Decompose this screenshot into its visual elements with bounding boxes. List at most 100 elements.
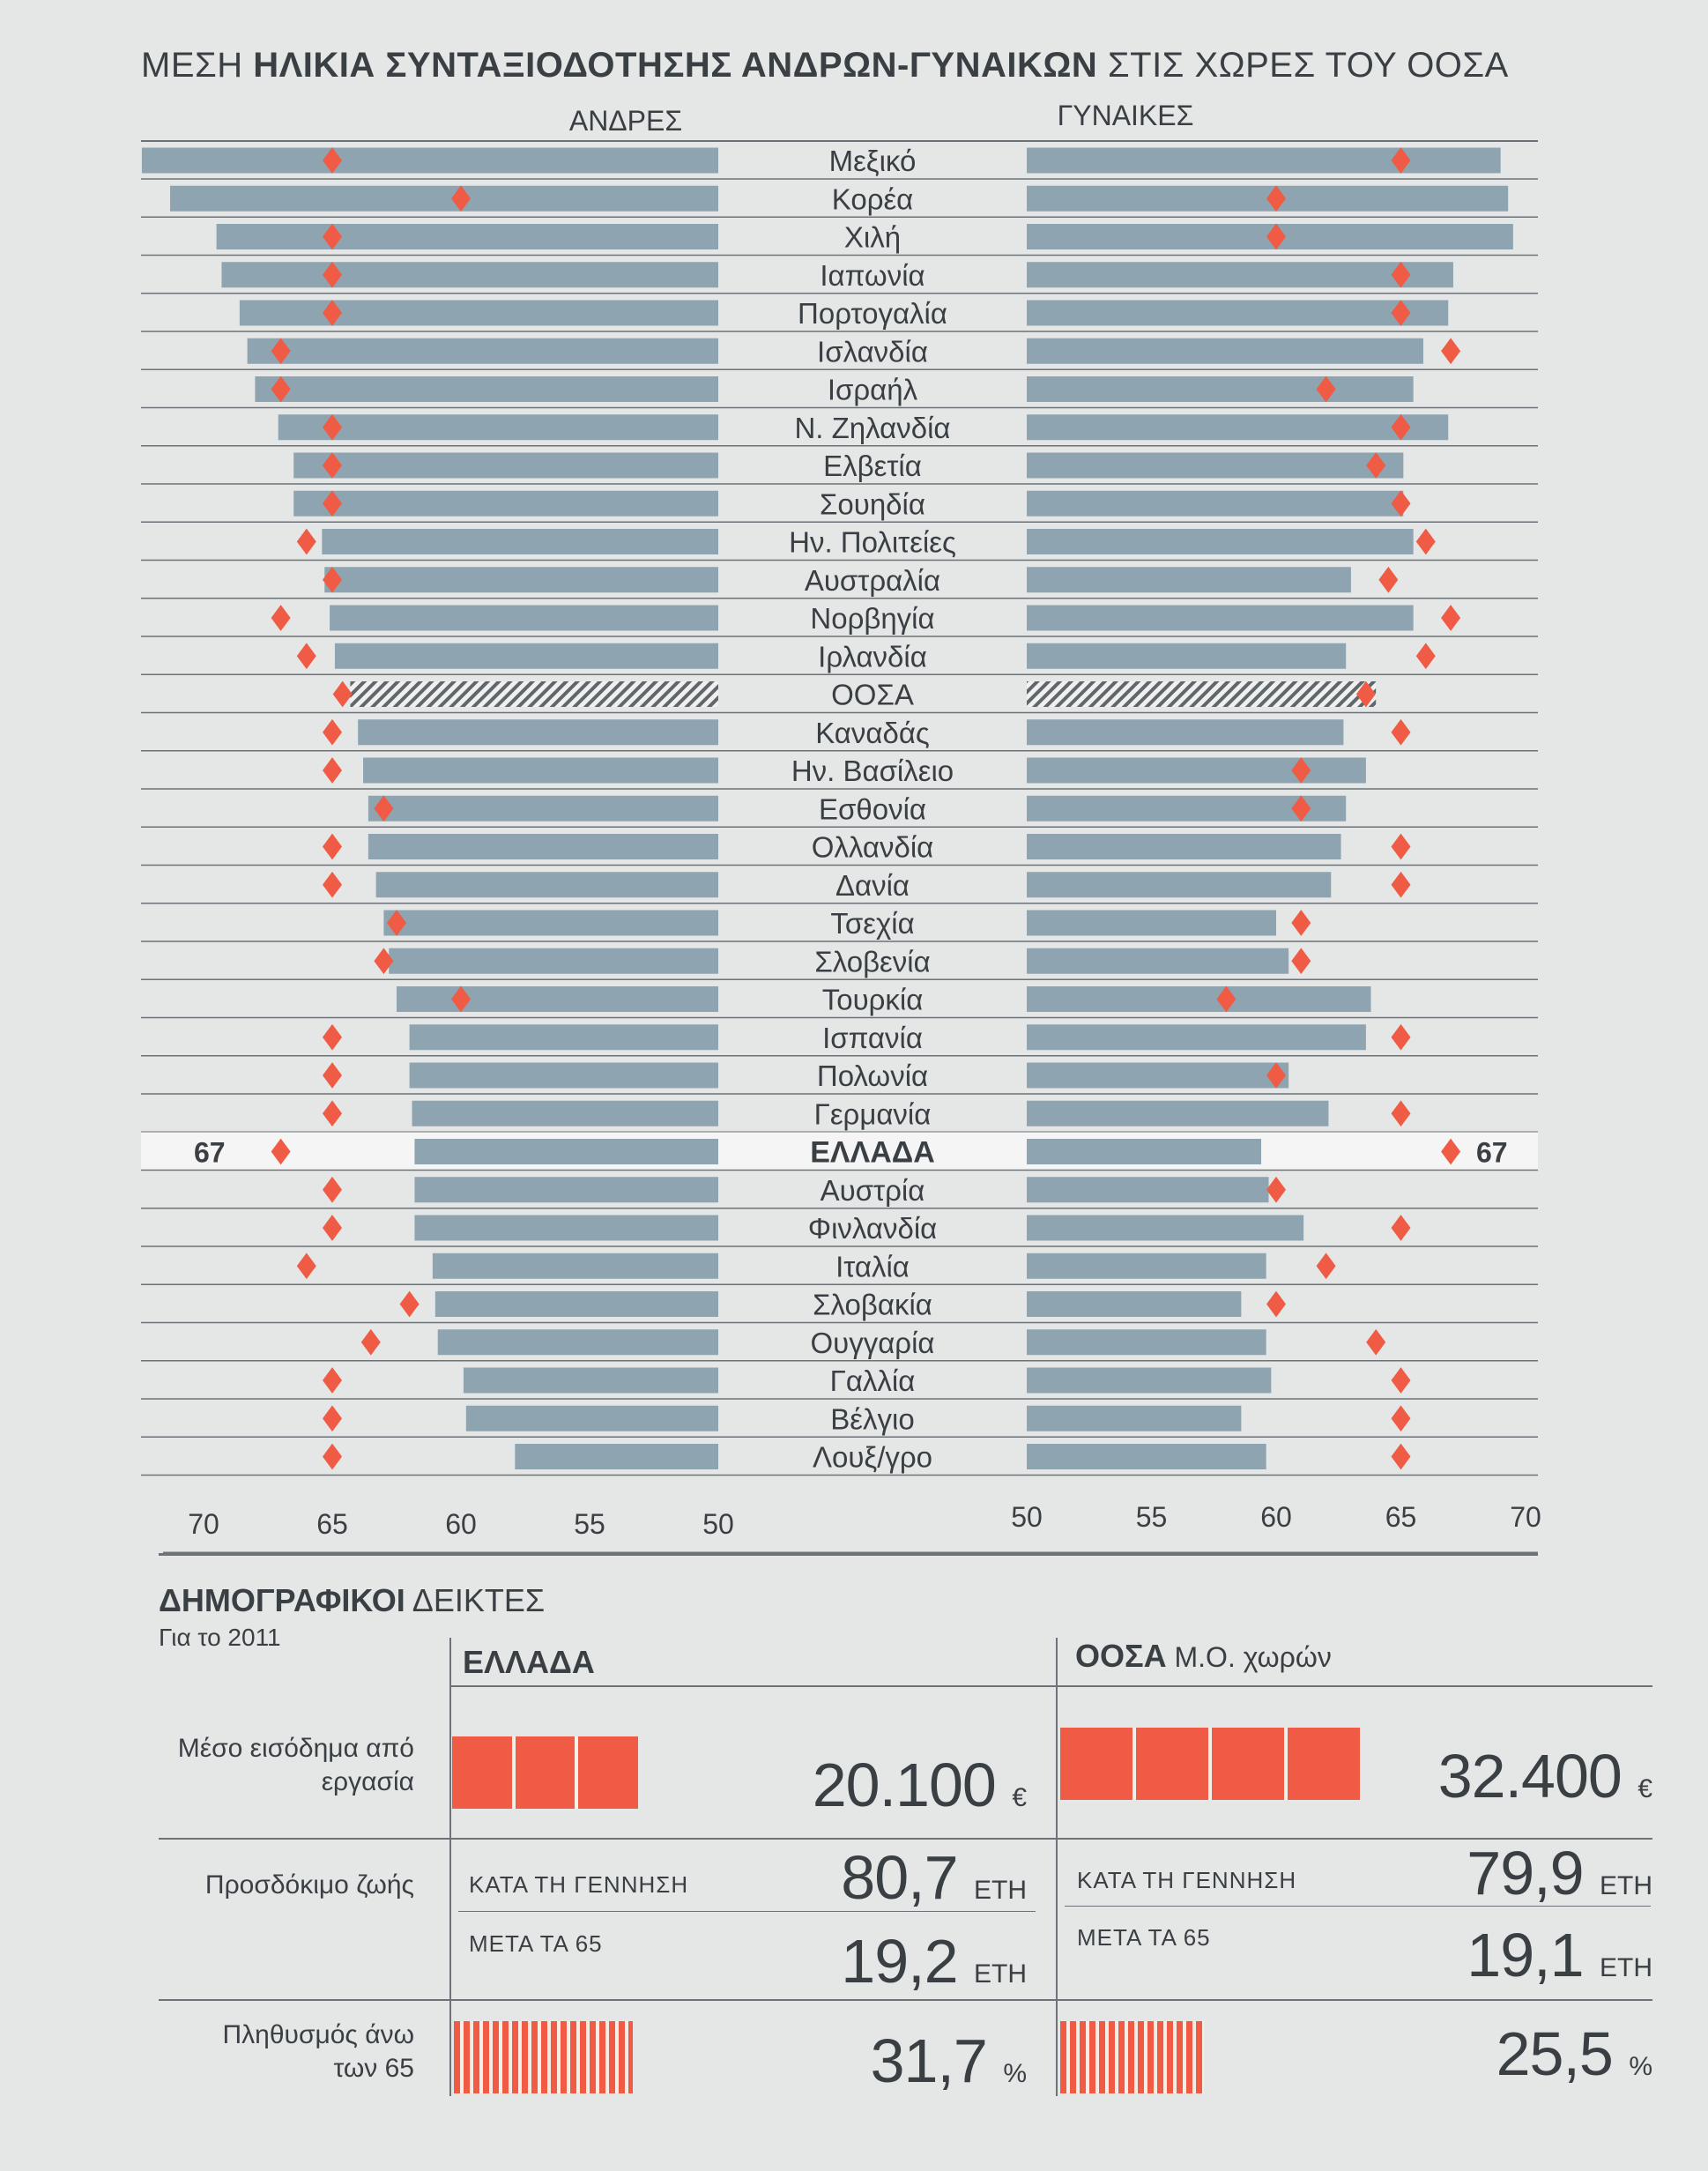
- men-official-age-marker: [323, 413, 342, 441]
- men-official-age-marker: [271, 375, 291, 403]
- men-official-age-marker: [296, 528, 316, 555]
- header-rule: [449, 1685, 1652, 1687]
- men-header: ΑΝΔΡΕΣ: [569, 105, 682, 137]
- women-official-age-marker: [1391, 1367, 1411, 1394]
- men-bar: [409, 1062, 718, 1089]
- country-label: Ολλανδία: [812, 831, 934, 864]
- women-official-age-marker: [1266, 1290, 1286, 1318]
- income-bar-segment: [515, 1736, 576, 1809]
- women-official-age-marker: [1441, 605, 1461, 631]
- women-bar: [1027, 910, 1276, 936]
- greece-income-value: 20.100 €: [812, 1751, 1027, 1819]
- greece-highlight-row: [141, 1132, 1538, 1171]
- women-official-age-marker: [1378, 566, 1399, 593]
- women-official-age-marker: [1441, 338, 1461, 365]
- pension-age-chart: Μεξικό Κορέα Χιλή Ιαπωνία Πορτογαλία Ισλανδία…: [141, 100, 1541, 1555]
- women-official-age-marker: [1291, 795, 1311, 822]
- women-official-age-marker: [1291, 948, 1311, 975]
- oecd-pop-value: 25,5 %: [1496, 2019, 1652, 2088]
- men-official-age-marker: [323, 147, 342, 174]
- women-official-age-marker: [1441, 1138, 1461, 1165]
- country-label: Τουρκία: [822, 984, 924, 1016]
- men-axis-tick: 50: [702, 1508, 734, 1540]
- men-bar: [412, 1100, 718, 1126]
- country-label: Σλοβακία: [813, 1289, 932, 1321]
- men-official-age-marker: [323, 490, 342, 517]
- women-official-age-marker: [1266, 1062, 1286, 1089]
- men-bar: [389, 948, 718, 974]
- demo-top-rule: [159, 1553, 1538, 1556]
- country-label: Γερμανία: [814, 1097, 932, 1130]
- income-rule: [159, 1838, 1652, 1840]
- greece-women-67-label: 67: [1476, 1137, 1508, 1169]
- demo-title: ΔΗΜΟΓΡΑΦΙΚΟΙ ΔΕΙΚΤΕΣ: [159, 1582, 546, 1618]
- women-official-age-marker: [1266, 1176, 1286, 1203]
- men-bar: [414, 1139, 718, 1164]
- country-label: ΟΟΣΑ: [831, 679, 914, 711]
- men-bar: [434, 1291, 718, 1317]
- life-label: Προσδόκιμο ζωής: [204, 1870, 414, 1900]
- men-official-age-marker: [323, 223, 342, 250]
- oecd-life-after65-value: 19,1 ΕΤΗ: [1467, 1921, 1652, 1989]
- income-bar-segment: [1288, 1728, 1361, 1800]
- women-bar: [1027, 1139, 1262, 1164]
- women-axis-tick: 70: [1510, 1501, 1541, 1533]
- men-bar: [465, 1405, 718, 1431]
- men-bar: [383, 910, 718, 936]
- income-bar-segment: [578, 1736, 639, 1809]
- country-label: Ισπανία: [822, 1022, 923, 1054]
- men-official-age-marker: [323, 833, 342, 860]
- women-official-age-marker: [1216, 985, 1236, 1013]
- country-label: Χιλή: [844, 221, 901, 254]
- women-bar: [1027, 147, 1501, 174]
- country-label: Ν. Ζηλανδία: [794, 412, 950, 444]
- income-label: Μέσο εισόδημα από εργασία: [177, 1734, 414, 1796]
- men-official-age-marker: [399, 1290, 420, 1318]
- country-label: Αυστραλία: [805, 564, 940, 597]
- women-official-age-marker: [1391, 300, 1411, 326]
- greece-header: ΕΛΛΑΔΑ: [463, 1644, 595, 1680]
- country-label: Ιρλανδία: [818, 640, 927, 673]
- women-official-age-marker: [1391, 490, 1411, 517]
- men-bar: [324, 567, 718, 593]
- men-bar: [375, 872, 718, 898]
- greece-pop-value: 31,7 %: [870, 2026, 1027, 2095]
- country-label: Καναδάς: [815, 717, 930, 749]
- men-axis-tick: 65: [316, 1508, 348, 1540]
- country-label: Εσθονία: [819, 792, 926, 825]
- men-bar: [293, 490, 718, 517]
- women-official-age-marker: [1291, 910, 1311, 936]
- men-bar: [515, 1444, 718, 1469]
- men-official-age-marker: [332, 680, 353, 708]
- men-bar: [397, 986, 718, 1012]
- greece-life-birth-value: 80,7 ΕΤΗ: [841, 1843, 1027, 1912]
- country-label: Πολωνία: [817, 1059, 928, 1092]
- women-official-age-marker: [1391, 718, 1411, 746]
- country-label: Κορέα: [832, 182, 914, 215]
- men-official-age-marker: [451, 985, 471, 1013]
- women-official-age-marker: [1266, 223, 1286, 250]
- women-bar: [1027, 300, 1449, 326]
- women-bar: [1027, 1405, 1242, 1431]
- men-bar: [363, 757, 718, 784]
- women-official-age-marker: [1366, 452, 1386, 479]
- men-official-age-marker: [271, 605, 291, 631]
- men-bar: [368, 834, 718, 859]
- men-axis-tick: 70: [188, 1508, 219, 1540]
- country-label: Τσεχία: [830, 907, 914, 940]
- men-bar: [255, 376, 718, 402]
- women-bar: [1027, 948, 1289, 974]
- women-official-age-marker: [1316, 375, 1336, 403]
- life-rule: [159, 1999, 1652, 2001]
- women-bar: [1027, 1215, 1304, 1241]
- women-official-age-marker: [1391, 871, 1411, 898]
- oecd-men-bar: [350, 681, 718, 707]
- country-label: Δανία: [835, 869, 910, 902]
- men-bar: [463, 1367, 718, 1394]
- men-official-age-marker: [323, 300, 342, 326]
- men-official-age-marker: [323, 1405, 342, 1432]
- women-official-age-marker: [1391, 1215, 1411, 1241]
- women-official-age-marker: [1391, 261, 1411, 288]
- oecd-life-sub-rule: [1065, 1906, 1651, 1907]
- oecd-after65-label: ΜΕΤΑ ΤΑ 65: [1077, 1924, 1211, 1951]
